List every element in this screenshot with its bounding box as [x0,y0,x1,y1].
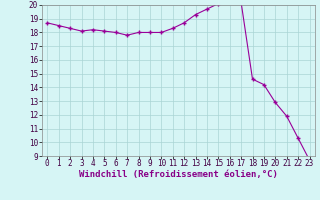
X-axis label: Windchill (Refroidissement éolien,°C): Windchill (Refroidissement éolien,°C) [79,170,278,179]
